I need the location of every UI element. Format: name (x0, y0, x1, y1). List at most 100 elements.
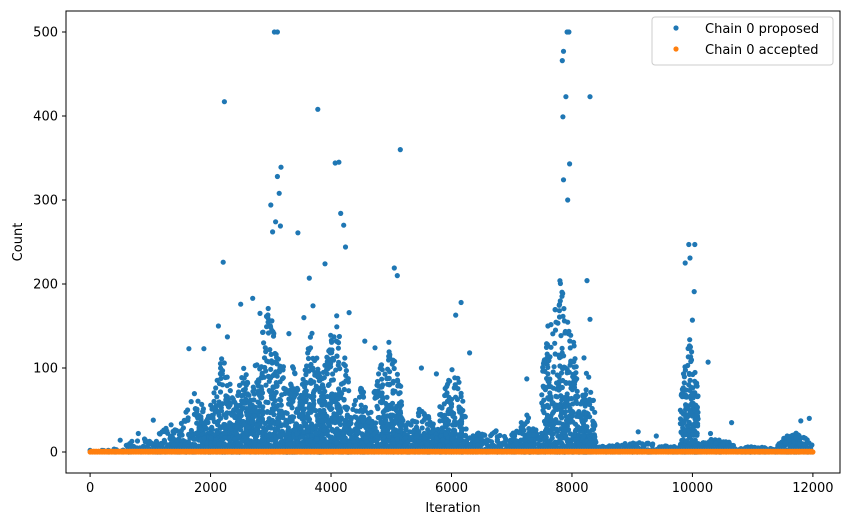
proposed-point (360, 409, 365, 414)
proposed-point (550, 400, 555, 405)
proposed-point (320, 414, 325, 419)
proposed-point (312, 358, 317, 363)
proposed-point (329, 378, 334, 383)
proposed-point (162, 438, 167, 443)
proposed-point (230, 395, 235, 400)
proposed-point (333, 368, 338, 373)
proposed-point (422, 412, 427, 417)
proposed-point (325, 371, 330, 376)
proposed-point (720, 442, 725, 447)
proposed-point (567, 380, 572, 385)
proposed-point (343, 426, 348, 431)
proposed-point (287, 437, 292, 442)
proposed-point (359, 431, 364, 436)
proposed-point (276, 357, 281, 362)
proposed-point (382, 372, 387, 377)
proposed-point (272, 426, 277, 431)
proposed-point (301, 395, 306, 400)
proposed-point (476, 431, 481, 436)
proposed-point (209, 414, 214, 419)
proposed-point (378, 385, 383, 390)
proposed-point (558, 413, 563, 418)
proposed-point (210, 405, 215, 410)
proposed-point (570, 409, 575, 414)
proposed-point (385, 422, 390, 427)
proposed-point (226, 442, 231, 447)
proposed-point (416, 413, 421, 418)
proposed-point (310, 394, 315, 399)
proposed-point (254, 423, 259, 428)
proposed-point (552, 364, 557, 369)
proposed-point (687, 372, 692, 377)
proposed-point (553, 307, 558, 312)
proposed-point (547, 390, 552, 395)
proposed-point (558, 281, 563, 286)
proposed-point (271, 331, 276, 336)
proposed-point (218, 389, 223, 394)
proposed-point (320, 397, 325, 402)
proposed-point (269, 358, 274, 363)
proposed-point (198, 427, 203, 432)
proposed-point (588, 390, 593, 395)
proposed-point (332, 429, 337, 434)
proposed-point (337, 419, 342, 424)
proposed-point (689, 402, 694, 407)
proposed-point (281, 386, 286, 391)
proposed-point (550, 436, 555, 441)
proposed-point (313, 431, 318, 436)
proposed-point (403, 435, 408, 440)
proposed-point (310, 366, 315, 371)
proposed-point (587, 440, 592, 445)
proposed-point (627, 443, 632, 448)
proposed-point (483, 439, 488, 444)
proposed-point (584, 411, 589, 416)
proposed-point (372, 396, 377, 401)
proposed-point (388, 413, 393, 418)
proposed-point (695, 405, 700, 410)
proposed-point (562, 395, 567, 400)
proposed-point (449, 367, 454, 372)
proposed-point (159, 442, 164, 447)
proposed-point (567, 413, 572, 418)
proposed-point (337, 334, 342, 339)
proposed-point (329, 350, 334, 355)
proposed-point (265, 315, 270, 320)
proposed-point (541, 398, 546, 403)
proposed-point (560, 366, 565, 371)
proposed-point (562, 318, 567, 323)
proposed-point (354, 415, 359, 420)
proposed-point (209, 435, 214, 440)
proposed-point (329, 435, 334, 440)
proposed-point (308, 335, 313, 340)
proposed-point (563, 329, 568, 334)
proposed-point (440, 438, 445, 443)
proposed-point (527, 432, 532, 437)
proposed-point (377, 415, 382, 420)
proposed-point (430, 439, 435, 444)
proposed-point (333, 392, 338, 397)
proposed-point (526, 415, 531, 420)
proposed-point (239, 375, 244, 380)
proposed-point (216, 441, 221, 446)
proposed-point (226, 423, 231, 428)
proposed-point (381, 428, 386, 433)
proposed-point (681, 420, 686, 425)
proposed-point (260, 419, 265, 424)
proposed-point (460, 399, 465, 404)
proposed-point (294, 431, 299, 436)
proposed-point (242, 422, 247, 427)
proposed-point (530, 428, 535, 433)
proposed-point (591, 398, 596, 403)
proposed-point (475, 443, 480, 448)
proposed-point (550, 331, 555, 336)
proposed-point (236, 389, 241, 394)
proposed-point (278, 410, 283, 415)
proposed-point (502, 434, 507, 439)
proposed-point (374, 439, 379, 444)
proposed-point (399, 415, 404, 420)
proposed-point (246, 425, 251, 430)
proposed-point (222, 360, 227, 365)
proposed-point (264, 358, 269, 363)
proposed-point (682, 427, 687, 432)
